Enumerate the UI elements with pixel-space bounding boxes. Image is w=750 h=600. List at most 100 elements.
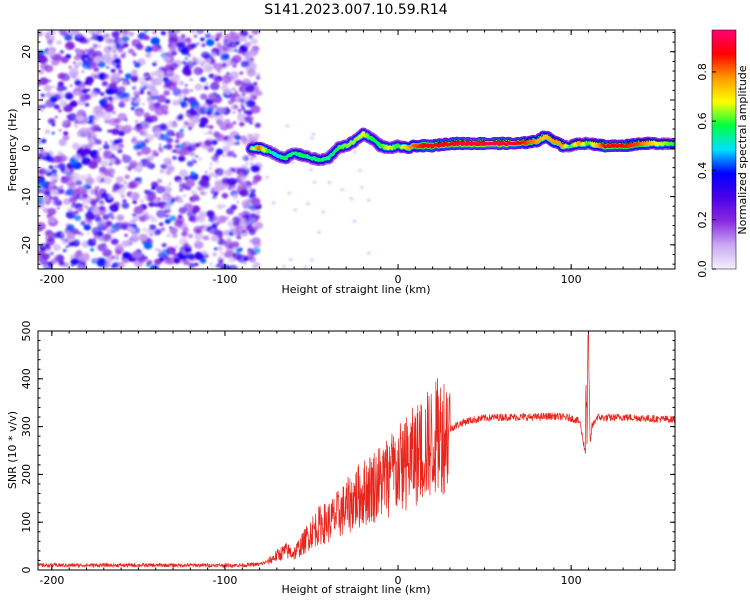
spectrogram-noise-blob: [40, 109, 44, 112]
spectrogram-noise-blob: [189, 151, 196, 157]
spectrogram-noise-blob: [59, 100, 68, 107]
spectrogram-noise-blob: [124, 174, 130, 180]
spectrogram-noise-blob: [139, 90, 145, 95]
spectrogram-noise-blob: [59, 30, 69, 37]
spectrogram-noise-blob: [177, 179, 184, 185]
spectrogram-noise-blob: [321, 210, 325, 214]
spectrogram-noise-blob: [197, 30, 203, 33]
spectrogram-noise-blob: [87, 232, 90, 235]
spectrogram-noise-blob: [172, 88, 183, 97]
spectrogram-noise-blob: [115, 249, 122, 256]
spectrogram-noise-blob: [41, 195, 50, 203]
spectrogram-noise-blob: [136, 140, 142, 145]
spectrogram-noise-blob: [111, 235, 114, 239]
spectrogram-noise-blob: [214, 37, 220, 42]
spectrogram-noise-blob: [249, 121, 253, 125]
spectrogram-noise-blob: [148, 102, 159, 112]
spectrogram-noise-blob: [77, 231, 82, 235]
spectrogram-noise-blob: [244, 214, 250, 219]
spectrogram-noise-blob: [122, 251, 131, 259]
spectrogram-noise-blob: [104, 38, 111, 44]
spectrogram-noise-blob: [167, 30, 177, 35]
spectrogram-noise-blob: [243, 262, 247, 265]
spectrogram-noise-blob: [52, 85, 56, 89]
spectrogram-noise-blob: [204, 107, 208, 111]
spectrogram-noise-blob: [232, 220, 240, 227]
spectrogram-noise-blob: [133, 206, 144, 215]
spectrogram-noise-blob: [174, 139, 180, 144]
spectrogram-noise-blob: [83, 157, 89, 162]
spectrogram-noise-blob: [352, 219, 357, 223]
spectrogram-noise-blob: [232, 104, 239, 110]
spectrogram-noise-blob: [187, 53, 191, 57]
spectrogram-noise-blob: [67, 208, 72, 212]
spectrogram-noise-blob: [50, 188, 58, 196]
spectrogram-noise-blob: [224, 169, 233, 177]
spectrogram-noise-blob: [183, 194, 187, 197]
spectrogram-noise-blob: [103, 33, 109, 39]
spectrogram-noise-blob: [221, 75, 232, 84]
y-tick-label: 500: [20, 321, 33, 342]
spectrogram-noise-blob: [48, 165, 54, 170]
spectrogram-noise-blob: [82, 193, 89, 199]
spectrogram-noise-blob: [232, 54, 242, 63]
spectrogram-noise-blob: [120, 193, 126, 199]
spectrogram-noise-blob: [303, 265, 308, 269]
spectrogram-noise-blob: [154, 60, 158, 63]
spectrogram-noise-blob: [61, 232, 65, 236]
spectrogram-noise-blob: [204, 132, 207, 135]
spectrogram-noise-blob: [115, 124, 119, 128]
spectrogram-noise-blob: [236, 113, 247, 122]
spectrogram-noise-blob: [80, 174, 87, 181]
y-tick-label: 0: [20, 567, 33, 574]
spectrogram-noise-blob: [166, 129, 175, 137]
spectrogram-noise-blob: [181, 184, 188, 190]
spectrogram-noise-blob: [73, 61, 76, 65]
spectrogram-noise-blob: [147, 193, 157, 202]
spectrogram-noise-blob: [122, 42, 129, 48]
spectrogram-noise-blob: [177, 136, 181, 140]
spectrogram-noise-blob: [73, 154, 83, 162]
spectrogram-noise-blob: [135, 109, 144, 117]
snr-background: [38, 331, 675, 570]
spectrogram-noise-blob: [110, 142, 121, 151]
spectrogram-noise-blob: [155, 247, 159, 252]
spectrogram-noise-blob: [190, 89, 193, 92]
spectrogram-noise-blob: [128, 242, 132, 245]
spectrogram-noise-blob: [121, 240, 130, 247]
spectrogram-noise-blob: [327, 181, 332, 185]
spectrogram-noise-blob: [132, 89, 140, 96]
spectrogram-noise-blob: [56, 40, 62, 45]
spectrogram-noise-blob: [140, 199, 144, 203]
spectrogram-noise-blob: [108, 162, 113, 166]
spectrogram-noise-blob: [93, 67, 100, 72]
spectrogram-noise-blob: [46, 238, 56, 246]
spectrogram-noise-blob: [115, 176, 124, 183]
spectrogram-noise-blob: [232, 111, 236, 114]
spectrogram-noise-blob: [47, 118, 56, 125]
spectrogram-noise-blob: [160, 227, 166, 231]
spectrogram-noise-blob: [130, 193, 135, 198]
spectrogram-noise-blob: [86, 212, 95, 219]
spectrogram-noise-blob: [204, 139, 213, 147]
spectrogram-noise-blob: [74, 251, 83, 258]
spectrogram-noise-blob: [111, 207, 116, 211]
spectrogram-noise-blob: [101, 111, 112, 120]
spectrogram-noise-blob: [182, 227, 189, 233]
spectrogram-noise-blob: [101, 178, 105, 181]
spectrogram-noise-blob: [112, 63, 116, 66]
spectrogram-noise-blob: [233, 48, 238, 52]
spectrogram-noise-blob: [226, 72, 230, 76]
spectrogram-noise-blob: [38, 153, 43, 158]
spectrogram-noise-blob: [193, 225, 204, 235]
spectrogram-noise-blob: [44, 264, 48, 268]
spectrogram-noise-blob: [158, 148, 164, 153]
spectrogram-noise-blob: [84, 81, 89, 85]
spectrogram-noise-blob: [208, 73, 215, 79]
spectrogram-noise-blob: [101, 80, 109, 87]
spectrogram-noise-blob: [102, 143, 110, 150]
spectrogram-noise-blob: [156, 209, 167, 219]
spectrogram-noise-blob: [87, 137, 96, 144]
spectrogram-noise-blob: [186, 186, 192, 191]
